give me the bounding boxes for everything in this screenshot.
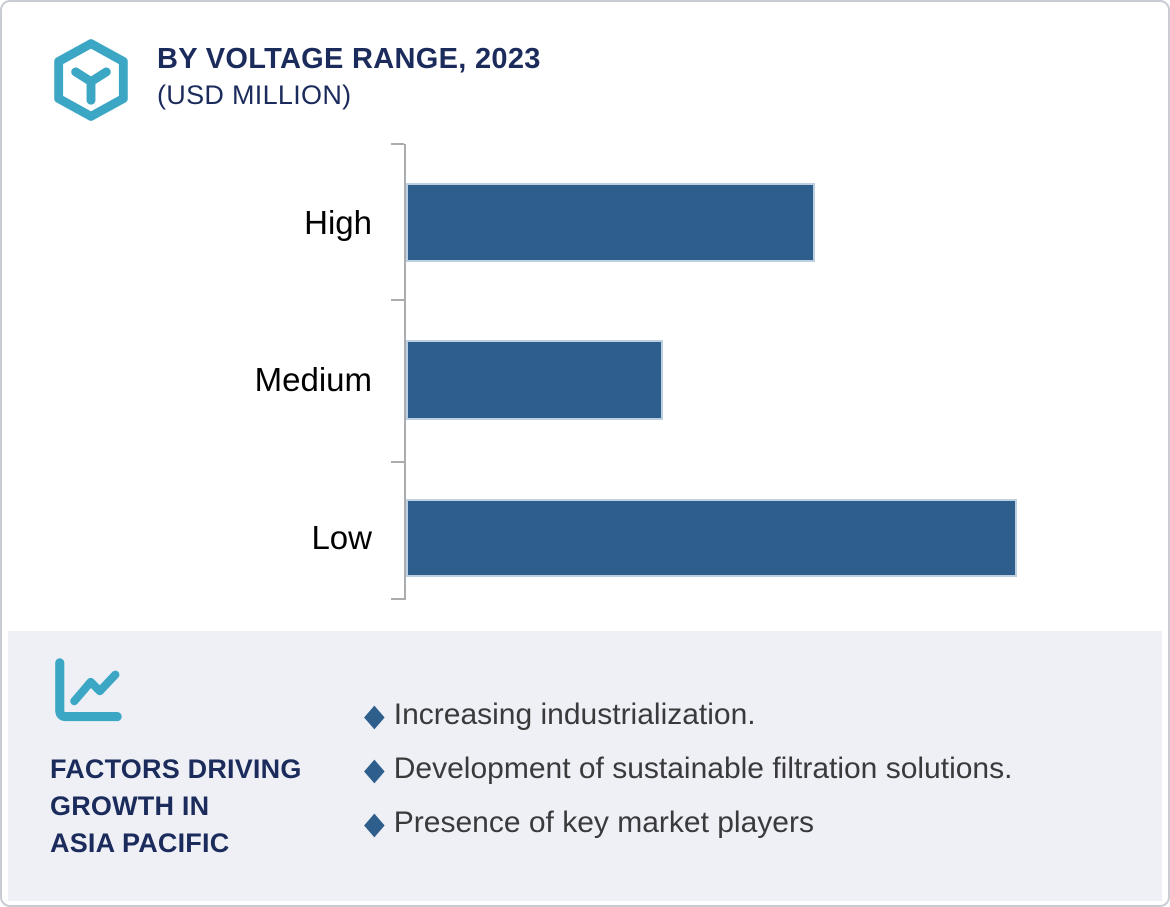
category-label-medium: Medium xyxy=(254,361,372,398)
factors-heading-line1: FACTORS DRIVING xyxy=(50,754,302,784)
category-label-low: Low xyxy=(311,519,372,556)
chart-title: BY VOLTAGE RANGE, 2023 xyxy=(157,43,541,75)
line-chart-icon xyxy=(55,658,122,722)
hexagon-y-logo-icon xyxy=(54,39,128,121)
diamond-bullet-icon: ◆ xyxy=(364,751,385,787)
bar-medium xyxy=(406,340,663,420)
factor-text: Increasing industrialization. xyxy=(393,698,756,731)
axis-tick xyxy=(391,299,404,301)
chart-title-block: BY VOLTAGE RANGE, 2023 (USD MILLION) xyxy=(157,42,541,111)
category-label-high: High xyxy=(304,203,372,241)
factors-panel: FACTORS DRIVING GROWTH IN ASIA PACIFIC ◆… xyxy=(8,631,1162,901)
factors-bullet-list: ◆ Increasing industrialization. ◆ Develo… xyxy=(364,695,1012,857)
diamond-bullet-icon: ◆ xyxy=(364,697,385,733)
factor-text: Development of sustainable filtration so… xyxy=(393,752,1013,785)
chart-subtitle: (USD MILLION) xyxy=(157,80,352,110)
axis-tick xyxy=(391,461,404,463)
factor-item: ◆ Presence of key market players xyxy=(364,803,1012,843)
axis-tick xyxy=(391,598,404,600)
factors-heading-line2: GROWTH IN xyxy=(50,791,210,821)
diamond-bullet-icon: ◆ xyxy=(364,805,385,841)
bar-chart-plot-area xyxy=(391,143,1066,600)
factors-heading: FACTORS DRIVING GROWTH IN ASIA PACIFIC xyxy=(50,751,302,862)
axis-tick xyxy=(391,143,404,145)
bar-low xyxy=(406,499,1017,577)
factor-item: ◆ Development of sustainable filtration … xyxy=(364,749,1012,789)
factors-heading-line3: ASIA PACIFIC xyxy=(50,828,230,858)
factor-text: Presence of key market players xyxy=(393,806,814,839)
factor-item: ◆ Increasing industrialization. xyxy=(364,695,1012,735)
bar-high xyxy=(406,183,815,262)
